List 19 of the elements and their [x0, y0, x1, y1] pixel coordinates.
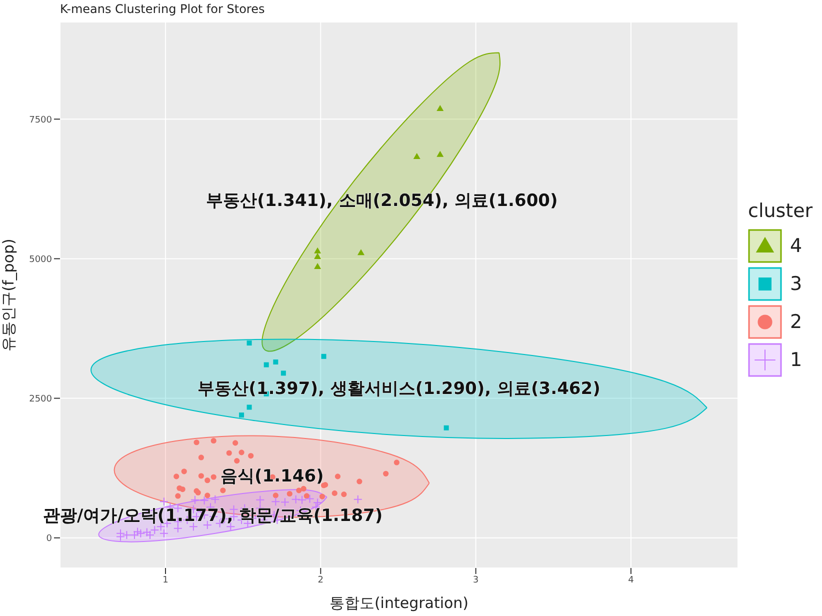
- legend-label: 3: [790, 273, 802, 295]
- x-tick-label: 4: [628, 575, 634, 586]
- legend-label: 2: [790, 311, 802, 333]
- y-tick-label: 0: [46, 534, 52, 544]
- y-tick-label: 2500: [29, 394, 52, 404]
- legend-title: cluster: [748, 200, 813, 222]
- annotation: 관광/여가/오락(1.177), 학문/교육(1.187): [43, 506, 383, 526]
- x-tick-label: 3: [472, 575, 479, 586]
- y-tick-label: 7500: [29, 115, 52, 126]
- legend-label: 4: [790, 235, 802, 257]
- annotation: 부동산(1.397), 생활서비스(1.290), 의료(3.462): [198, 378, 600, 399]
- annotation: 음식(1.146): [220, 466, 324, 486]
- x-axis-title: 통합도(integration): [329, 594, 469, 612]
- chart-title: K-means Clustering Plot for Stores: [60, 2, 265, 16]
- y-axis-title: 유동인구(f_pop): [0, 238, 18, 352]
- x-tick-label: 1: [162, 575, 168, 586]
- x-tick-label: 2: [318, 575, 324, 586]
- y-tick-label: 5000: [29, 254, 52, 265]
- legend-label: 1: [790, 349, 802, 371]
